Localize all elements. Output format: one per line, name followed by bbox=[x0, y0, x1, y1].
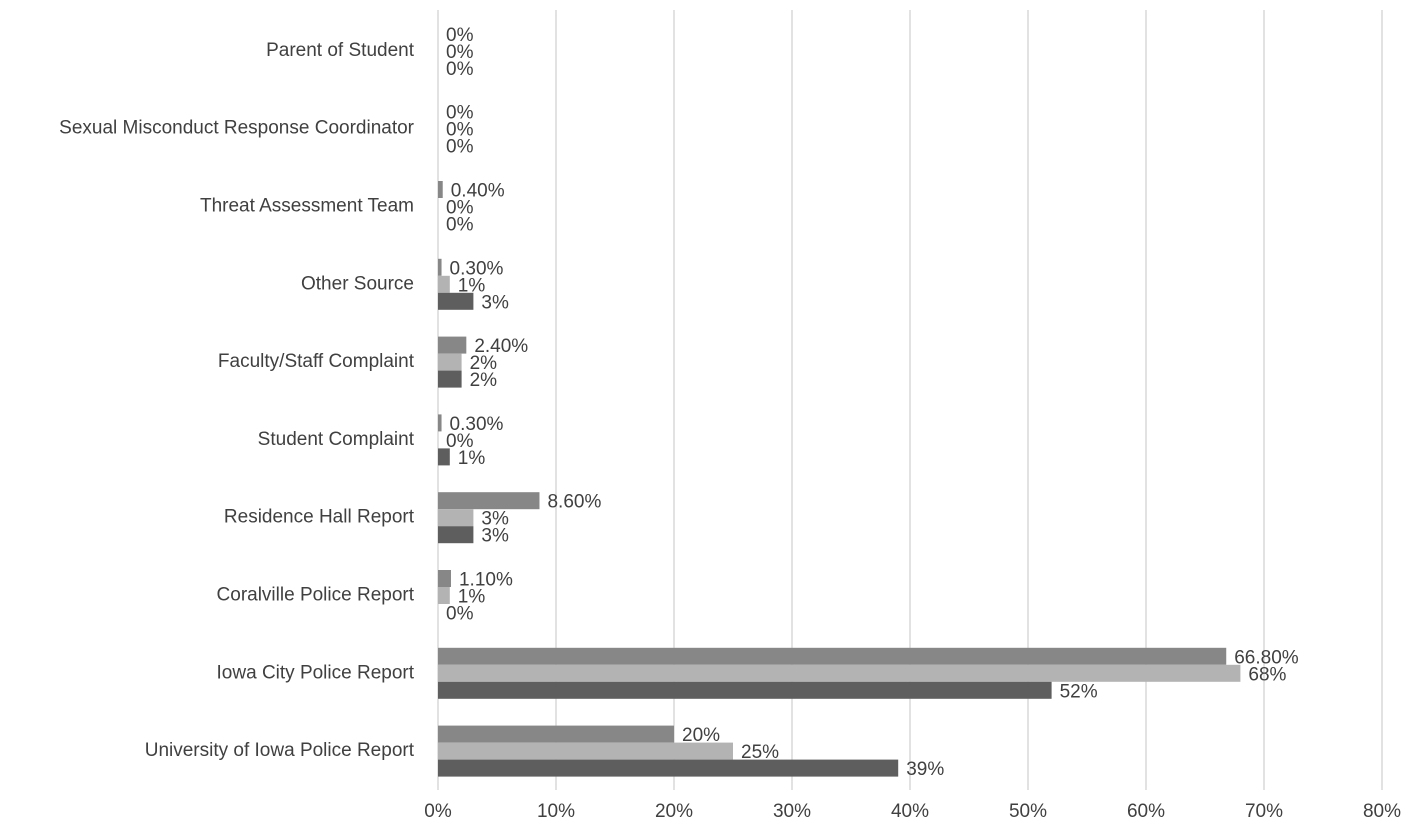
value-label: 20% bbox=[682, 725, 720, 746]
bar bbox=[438, 353, 462, 371]
value-label: 39% bbox=[906, 759, 944, 780]
x-tick-label: 50% bbox=[1009, 801, 1047, 822]
x-tick-label: 0% bbox=[424, 801, 452, 822]
value-label: 0% bbox=[446, 604, 474, 625]
value-label: 0% bbox=[446, 59, 474, 80]
bar bbox=[438, 570, 451, 587]
y-tick-label: Residence Hall Report bbox=[224, 507, 415, 528]
y-tick-label: Coralville Police Report bbox=[217, 585, 415, 606]
y-tick-label: Threat Assessment Team bbox=[200, 196, 414, 217]
value-label: 0% bbox=[446, 137, 474, 158]
bar bbox=[438, 647, 1227, 665]
bar bbox=[438, 725, 674, 743]
bar bbox=[438, 181, 443, 198]
value-label: 2.40% bbox=[474, 336, 528, 357]
y-tick-label: Other Source bbox=[301, 273, 414, 294]
value-label: 0% bbox=[446, 103, 474, 124]
bar bbox=[438, 336, 467, 354]
value-label: 0% bbox=[446, 215, 474, 236]
x-tick-label: 20% bbox=[655, 801, 693, 822]
bar bbox=[438, 414, 442, 432]
value-label: 1% bbox=[458, 587, 486, 608]
y-tick-label: Parent of Student bbox=[266, 40, 415, 61]
value-label: 2% bbox=[470, 353, 498, 374]
value-label: 0% bbox=[446, 198, 474, 219]
value-label: 3% bbox=[481, 526, 509, 547]
value-label: 3% bbox=[481, 292, 509, 313]
bar bbox=[438, 370, 462, 388]
y-tick-label: Iowa City Police Report bbox=[217, 662, 415, 683]
bar bbox=[438, 509, 474, 527]
value-label: 0% bbox=[446, 120, 474, 141]
value-label: 68% bbox=[1248, 664, 1286, 685]
value-label: 0.30% bbox=[450, 414, 504, 435]
value-label: 0.30% bbox=[450, 258, 504, 279]
bar bbox=[438, 681, 1052, 699]
bar bbox=[438, 664, 1241, 682]
value-label: 0% bbox=[446, 25, 474, 46]
bar bbox=[438, 492, 540, 510]
bar bbox=[438, 742, 733, 760]
bar bbox=[438, 292, 474, 310]
value-label: 0.40% bbox=[451, 181, 505, 202]
y-tick-label: Student Complaint bbox=[258, 429, 415, 450]
bar bbox=[438, 587, 450, 604]
y-tick-label: University of Iowa Police Report bbox=[145, 740, 415, 761]
value-label: 3% bbox=[481, 509, 509, 530]
bar bbox=[438, 759, 899, 777]
value-label: 8.60% bbox=[547, 492, 601, 513]
x-tick-label: 10% bbox=[537, 801, 575, 822]
value-label: 0% bbox=[446, 42, 474, 63]
value-label: 1.10% bbox=[459, 570, 513, 591]
value-label: 1% bbox=[458, 448, 486, 469]
value-label: 1% bbox=[458, 275, 486, 296]
x-tick-label: 30% bbox=[773, 801, 811, 822]
value-label: 66.80% bbox=[1234, 647, 1299, 668]
x-tick-label: 70% bbox=[1245, 801, 1283, 822]
x-tick-label: 60% bbox=[1127, 801, 1165, 822]
bar bbox=[438, 526, 474, 544]
value-label: 0% bbox=[446, 431, 474, 452]
bar bbox=[438, 275, 450, 293]
y-tick-label: Faculty/Staff Complaint bbox=[218, 351, 415, 372]
value-label: 2% bbox=[470, 370, 498, 391]
value-label: 25% bbox=[741, 742, 779, 763]
x-tick-label: 40% bbox=[891, 801, 929, 822]
y-tick-label: Sexual Misconduct Response Coordinator bbox=[59, 118, 415, 139]
bar bbox=[438, 258, 442, 276]
x-tick-label: 80% bbox=[1363, 801, 1401, 822]
bar bbox=[438, 448, 450, 466]
value-label: 52% bbox=[1060, 681, 1098, 702]
